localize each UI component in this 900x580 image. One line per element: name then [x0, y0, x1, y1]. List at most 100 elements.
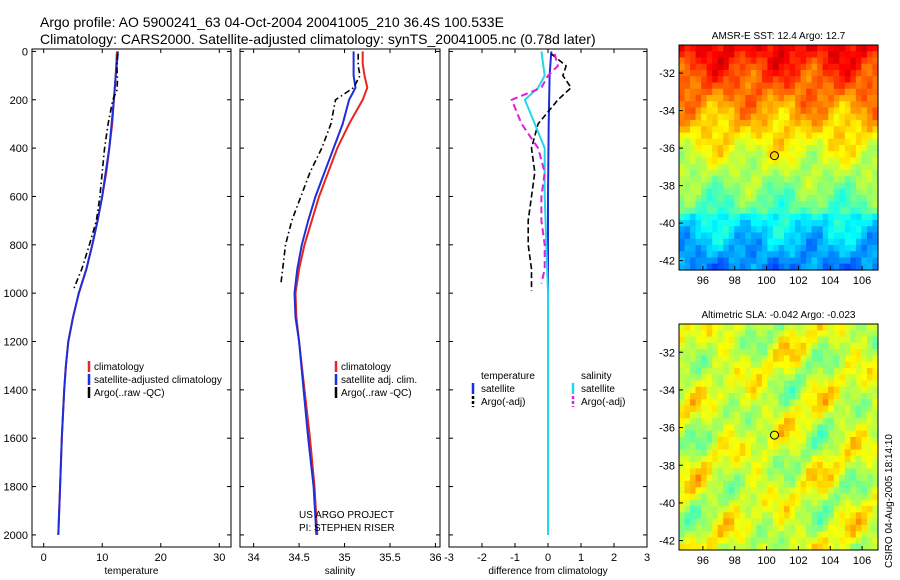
- sst_map-cell: [684, 245, 691, 252]
- sst_map-cell: [767, 63, 774, 71]
- sst_map-cell: [861, 120, 868, 127]
- sla_map-cell: [806, 411, 813, 419]
- sla_map-cell: [795, 411, 802, 419]
- sst_map-cell: [739, 138, 746, 146]
- sla_map-cell: [872, 506, 879, 513]
- sst_map-cell: [789, 163, 796, 171]
- sla_map-cell: [761, 355, 769, 363]
- sla_map-cell: [817, 537, 824, 545]
- sst_map-cell: [706, 101, 713, 109]
- sst_map-cell: [739, 120, 746, 127]
- sla_map-cell: [756, 336, 763, 344]
- sst_map-cell: [789, 95, 796, 102]
- sla_map-cell: [739, 405, 746, 413]
- sla_map-cell: [850, 418, 857, 426]
- sla_map-cell: [861, 487, 868, 495]
- sla_map-cell: [706, 355, 713, 363]
- sst_map-xtick-label: 98: [729, 275, 741, 287]
- difference-xtick-label: 3: [644, 552, 650, 564]
- sst_map-cell: [701, 145, 708, 152]
- sst_map-cell: [701, 51, 708, 59]
- sst_map-cell: [723, 226, 730, 234]
- sla_map-cell: [701, 524, 708, 532]
- sst_map-cell: [756, 170, 763, 177]
- sst_map-cell: [855, 63, 863, 71]
- sst_map-cell: [772, 207, 780, 215]
- sla_map-cell: [822, 512, 829, 520]
- sst_map-cell: [684, 126, 691, 134]
- sla_map-cell: [723, 430, 730, 438]
- sla_map-cell: [772, 493, 780, 501]
- sst_map-cell: [756, 132, 763, 140]
- sst_map-cell: [767, 95, 774, 102]
- sla_map-cell: [679, 411, 686, 419]
- sst_map-cell: [723, 126, 730, 134]
- sst_map-cell: [695, 245, 702, 252]
- sla_map-cell: [690, 411, 697, 419]
- sla_map-cell: [712, 399, 719, 407]
- sst_map-cell: [750, 195, 757, 202]
- sla_map-cell: [778, 499, 785, 507]
- sla_map-cell: [872, 480, 879, 488]
- sst_map-cell: [784, 82, 791, 90]
- sla_map-cell: [734, 443, 741, 451]
- sst_map-cell: [706, 132, 713, 140]
- sst_map-cell: [701, 120, 708, 127]
- sla_map-cell: [855, 393, 863, 400]
- sst_map-cell: [734, 207, 741, 215]
- sla_map-cell: [772, 430, 780, 438]
- sla_map-cell: [739, 531, 746, 539]
- sst_map-cell: [695, 145, 702, 152]
- sst_map-cell: [850, 182, 857, 190]
- sst_map-cell: [679, 151, 686, 159]
- sst_map-cell: [784, 170, 791, 177]
- sla_map-cell: [872, 418, 879, 426]
- sst_map-cell: [855, 232, 863, 240]
- sst_map-cell: [684, 182, 691, 190]
- sst_map-cell: [822, 238, 829, 246]
- sst_map-cell: [789, 76, 796, 84]
- sst_map-cell: [817, 57, 824, 65]
- sst_map-cell: [784, 76, 791, 84]
- sla_map-cell: [778, 367, 785, 375]
- sla_map-cell: [839, 393, 846, 400]
- sla_map-cell: [745, 405, 752, 413]
- sla_map-cell: [745, 418, 752, 426]
- sla_map-cell: [706, 330, 713, 338]
- sla_map-cell: [817, 399, 824, 407]
- sla_map-cell: [739, 543, 746, 551]
- sla_map-cell: [684, 411, 691, 419]
- sst_map-cell: [701, 151, 708, 159]
- sst_map-cell: [761, 138, 769, 146]
- temperature-ytick-label: 400: [10, 143, 28, 155]
- temperature-xtick-label: 10: [96, 552, 108, 564]
- sla_map-cell: [767, 361, 774, 369]
- sla_map-cell: [712, 355, 719, 363]
- sst_map-cell: [778, 182, 785, 190]
- sla_map-cell: [695, 493, 702, 501]
- sst_map-cell: [789, 188, 796, 196]
- sla_map-cell: [833, 393, 840, 400]
- sst_map-cell: [861, 207, 868, 215]
- sla_map-cell: [756, 455, 763, 463]
- sla_map-cell: [739, 506, 746, 513]
- sst_map-cell: [767, 213, 774, 221]
- sla_map-cell: [761, 518, 769, 526]
- sla_map-cell: [756, 393, 763, 400]
- sst_map-cell: [728, 182, 735, 190]
- sla_map-cell: [872, 443, 879, 451]
- sla_map-cell: [734, 487, 741, 495]
- sst_map-cell: [866, 120, 874, 127]
- sla_map-cell: [750, 518, 757, 526]
- sst_map-cell: [828, 176, 835, 184]
- sst_map-xtick-label: 106: [853, 275, 871, 287]
- sla_map-cell: [806, 330, 813, 338]
- sla_map-cell: [822, 506, 829, 513]
- sst_map-cell: [833, 251, 840, 259]
- sla_map-cell: [728, 355, 735, 363]
- sst_map-cell: [712, 251, 719, 259]
- sla_map-cell: [756, 367, 763, 375]
- sla_map-cell: [844, 487, 851, 495]
- sst_map-cell: [717, 170, 724, 177]
- sla_map-cell: [728, 531, 735, 539]
